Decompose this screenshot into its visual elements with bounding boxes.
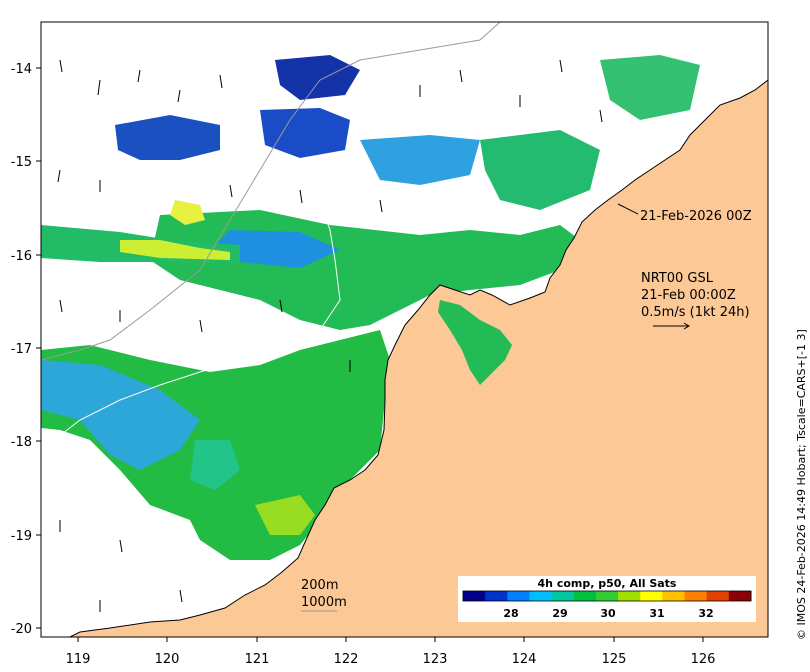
sst-patch-yellow-band (120, 240, 230, 260)
x-tick-label: 121 (245, 652, 270, 667)
sst-patch-north-darkblue (275, 55, 360, 100)
y-tick-label: -18 (11, 435, 32, 450)
colorbar-swatch (595, 591, 619, 601)
colorbar-frame (462, 590, 752, 602)
colorbar-title: 4h comp, p50, All Sats (538, 577, 677, 590)
peninsula-buccaneer (438, 300, 512, 385)
contour-200m-label: 200m (301, 578, 338, 593)
current-vectors (57, 59, 603, 612)
sst-data-layer (41, 55, 700, 560)
sst-patch-north-blue-west (115, 115, 220, 160)
land-mass (70, 80, 768, 637)
colorbar-tick: 31 (649, 607, 664, 620)
product-name: NRT00 GSL (641, 271, 714, 286)
colorbar-swatch (662, 591, 686, 601)
isobath-200m (41, 199, 341, 451)
colorbar-swatch (728, 591, 752, 601)
velocity-scale-label: 0.5m/s (1kt 24h) (641, 305, 750, 320)
colorbar-tick: 28 (503, 607, 518, 620)
y-tick-label: -20 (11, 622, 32, 637)
x-tick-label: 124 (512, 652, 537, 667)
date-label: 21-Feb-2026 00Z (640, 209, 752, 224)
x-tick-label: 122 (334, 652, 359, 667)
colorbar-swatch (618, 591, 641, 601)
x-tick-label: 126 (691, 652, 716, 667)
x-tick-label: 119 (66, 652, 91, 667)
coastline (69, 79, 768, 637)
colorbar-swatch (529, 591, 553, 601)
plot-frame (40, 21, 769, 638)
sst-patch-central-blue (210, 230, 340, 268)
credit-text: © IMOS 24-Feb-2026 14:49 Hobart; Tscale=… (795, 329, 808, 640)
scale-arrow (653, 322, 690, 330)
x-axis: 119 120 121 122 123 124 125 126 (66, 637, 716, 667)
colorbar-swatch (684, 591, 708, 601)
y-tick-label: -17 (11, 342, 32, 357)
colorbar-swatch (640, 591, 663, 601)
colorbar-swatch (573, 591, 597, 601)
colorbar-swatch (507, 591, 530, 601)
x-tick-label: 125 (602, 652, 627, 667)
sst-patch-far-northeast (600, 55, 700, 120)
colorbar-tick: 29 (552, 607, 567, 620)
product-time: 21-Feb 00:00Z (641, 288, 736, 303)
colorbar-tick: 30 (600, 607, 616, 620)
isobath-1000m (41, 22, 501, 361)
sst-patch-northeast-green (480, 130, 600, 210)
date-pointer-line (617, 203, 639, 215)
colorbar-swatch (463, 591, 486, 601)
colorbar-swatches (463, 591, 752, 601)
y-axis: -14 -15 -16 -17 -18 -19 -20 (11, 62, 41, 637)
colorbar-swatch (485, 591, 508, 601)
sst-patch-southwest-cyan (41, 360, 200, 470)
sst-patch-teal (190, 440, 240, 490)
sst-patch-north-blue-center (260, 108, 350, 158)
sst-patch-yellow-spot (170, 200, 205, 225)
colorbar-tick: 32 (698, 607, 713, 620)
x-tick-label: 123 (423, 652, 448, 667)
x-tick-label: 120 (155, 652, 180, 667)
y-tick-label: -15 (11, 155, 32, 170)
sst-patch-north-cyan (360, 135, 480, 185)
contour-1000m-label: 1000m (301, 595, 347, 610)
y-tick-label: -16 (11, 249, 32, 264)
y-tick-label: -19 (11, 529, 32, 544)
colorbar-swatch (706, 591, 730, 601)
y-tick-label: -14 (11, 62, 32, 77)
colorbar-swatch (551, 591, 575, 601)
sst-patch-warm-yellowgreen (255, 495, 315, 535)
colorbar: 4h comp, p50, All Sats 28 29 30 31 32 (458, 576, 756, 622)
